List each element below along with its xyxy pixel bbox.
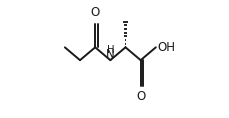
Text: O: O: [90, 6, 99, 19]
Text: H: H: [106, 45, 114, 55]
Text: N: N: [106, 48, 114, 61]
Text: OH: OH: [156, 41, 174, 54]
Text: O: O: [135, 91, 145, 103]
